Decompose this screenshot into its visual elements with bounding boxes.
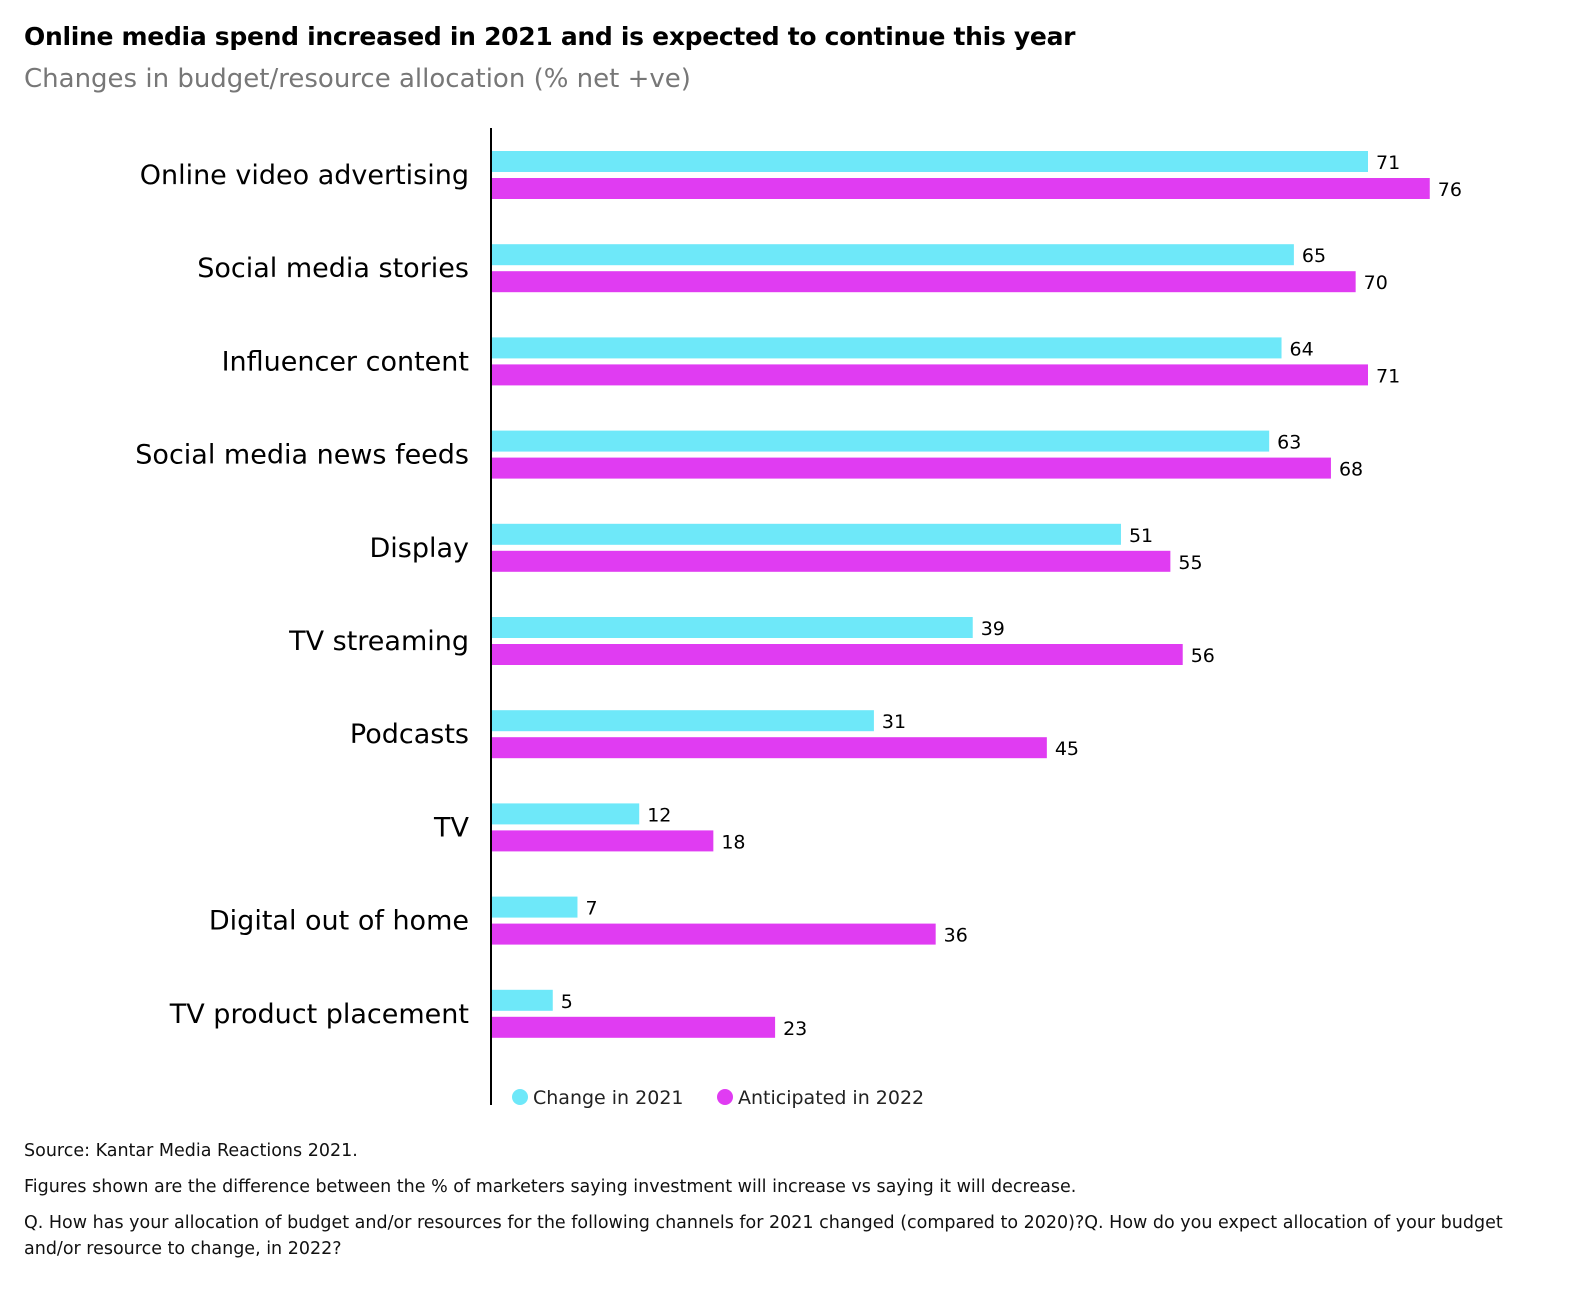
data-label: 71: [1376, 365, 1400, 387]
legend-label: Anticipated in 2022: [738, 1087, 924, 1109]
data-label: 56: [1191, 645, 1215, 667]
data-label: 65: [1302, 245, 1326, 267]
bar-2022: [491, 457, 1331, 479]
category-label: Social media stories: [197, 253, 469, 284]
data-label: 55: [1178, 552, 1202, 574]
question-note: Q. How has your allocation of budget and…: [24, 1213, 1503, 1259]
bar-2021: [491, 896, 578, 918]
category-label: Podcasts: [350, 719, 469, 750]
category-label: Online video advertising: [140, 160, 469, 191]
category-label: Influencer content: [222, 346, 469, 377]
bar-2021: [491, 989, 553, 1011]
bar-2022: [491, 364, 1368, 386]
bar-2021: [491, 710, 874, 732]
category-label: Digital out of home: [209, 906, 469, 937]
data-label: 31: [882, 711, 906, 733]
category-label: Social media news feeds: [135, 440, 469, 471]
data-label: 12: [647, 804, 671, 826]
data-label: 39: [981, 618, 1005, 640]
bar-2021: [491, 803, 640, 825]
data-label: 68: [1339, 459, 1363, 481]
data-label: 5: [561, 991, 573, 1013]
bar-2021: [491, 430, 1270, 452]
bar-2022: [491, 550, 1171, 572]
category-label: TV streaming: [288, 626, 469, 657]
bar-2022: [491, 178, 1430, 199]
data-label: 63: [1277, 432, 1301, 454]
bar-2022: [491, 923, 936, 945]
legend-label: Change in 2021: [533, 1087, 684, 1109]
category-label: TV: [433, 812, 469, 843]
bar-2021: [491, 617, 973, 638]
legend-marker-2022: [717, 1089, 733, 1105]
bar-2021: [491, 337, 1282, 359]
chart-title: Online media spend increased in 2021 and…: [24, 22, 1076, 51]
chart-subtitle: Changes in budget/resource allocation (%…: [24, 64, 691, 94]
bar-2021: [491, 151, 1368, 172]
data-label: 36: [944, 925, 968, 947]
data-label: 70: [1364, 272, 1388, 294]
legend-marker-2021: [512, 1089, 528, 1105]
source-note: Source: Kantar Media Reactions 2021.: [24, 1141, 358, 1161]
data-label: 71: [1376, 152, 1400, 174]
data-label: 23: [783, 1018, 807, 1040]
data-label: 64: [1290, 338, 1314, 360]
bar-2021: [491, 244, 1294, 266]
bar-2022: [491, 1016, 776, 1038]
bar-2022: [491, 644, 1183, 665]
data-label: 18: [721, 831, 745, 853]
data-label: 7: [585, 898, 597, 920]
data-label: 76: [1438, 179, 1462, 201]
bar-2021: [491, 523, 1121, 545]
category-label: TV product placement: [169, 999, 469, 1030]
data-label: 51: [1129, 525, 1153, 547]
bar-2022: [491, 737, 1047, 759]
data-label: 45: [1055, 738, 1079, 760]
bar-2022: [491, 830, 714, 852]
bar-2022: [491, 271, 1356, 293]
figures-note: Figures shown are the difference between…: [24, 1177, 1077, 1197]
category-label: Display: [369, 533, 469, 564]
